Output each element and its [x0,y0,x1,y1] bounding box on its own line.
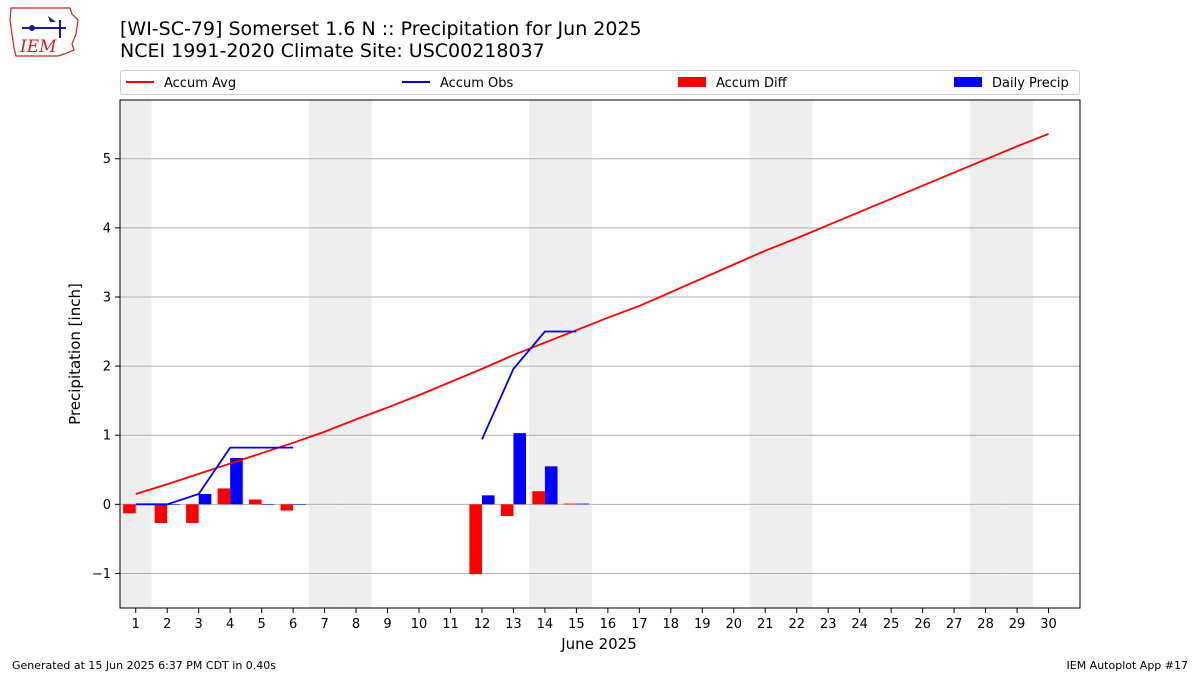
legend: Accum Avg Accum Obs Accum Diff Daily Pre… [120,70,1080,95]
x-tick-label-12: 12 [474,617,491,632]
bar-daily-precip-day-15 [576,503,589,505]
line-accum-obs-segment-1 [135,446,294,506]
bar-daily-precip-day-3 [198,493,212,505]
x-tick-label-9: 9 [383,617,391,632]
bar-accum-diff-day-3 [186,504,199,523]
bar-daily-precip-day-4 [230,458,243,505]
x-tick-label-3: 3 [195,617,203,632]
x-tick-label-27: 27 [946,617,963,632]
legend-swatch-accum-diff [678,77,706,87]
x-tick-label-8: 8 [352,617,360,632]
x-tick-label-7: 7 [320,617,328,632]
x-tick-label-5: 5 [257,617,265,632]
iem-logo: IEM [9,7,79,57]
weekend-band-day-7 [308,100,341,608]
legend-label-accum-obs: Accum Obs [440,76,513,91]
x-tick-label-1: 1 [132,617,140,632]
x-tick-label-15: 15 [568,617,585,632]
x-tick-label-17: 17 [631,617,648,632]
weekend-band-day-21 [749,100,781,608]
line-accum-obs-segment-2 [481,330,577,440]
bar-accum-diff-day-14 [532,491,545,505]
x-tick-label-20: 20 [725,617,742,632]
chart-title: [WI-SC-79] Somerset 1.6 N :: Precipitati… [120,18,642,40]
weekend-band-day-1 [120,100,152,608]
x-tick-label-23: 23 [820,617,837,632]
weekend-band-day-22 [780,100,813,608]
x-tick-label-4: 4 [226,617,234,632]
x-tick-label-19: 19 [694,617,711,632]
x-tick-label-16: 16 [600,617,617,632]
x-axis-label: June 2025 [560,635,637,653]
bar-accum-diff-day-12 [469,504,482,575]
bar-daily-precip-day-5 [261,504,275,505]
legend-label-accum-diff: Accum Diff [716,76,788,91]
x-tick-label-14: 14 [537,617,554,632]
weekend-band-day-28 [969,100,1002,608]
x-tick-label-11: 11 [442,617,459,632]
y-axis-label: Precipitation [inch] [66,283,84,425]
logo-text: IEM [19,37,57,57]
y-tick-label--1: −1 [92,567,111,582]
x-tick-label-28: 28 [977,617,994,632]
weekend-band-day-15 [560,100,593,608]
plot-frame [119,99,1081,609]
x-tick-label-18: 18 [663,617,680,632]
footer-app-text: IEM Autoplot App #17 [1067,659,1189,672]
bar-accum-diff-day-4 [217,488,231,505]
legend-label-daily-precip: Daily Precip [992,76,1069,91]
bar-daily-precip-day-6 [293,504,306,505]
x-tick-label-25: 25 [883,617,900,632]
y-tick-label-4: 4 [103,221,111,236]
x-tick-label-22: 22 [788,617,805,632]
x-tick-label-13: 13 [505,617,522,632]
y-tick-label-2: 2 [103,360,111,375]
y-tick-label-1: 1 [103,429,111,444]
legend-label-accum-avg: Accum Avg [164,76,236,91]
weekend-band-day-14 [529,100,561,608]
bar-accum-diff-day-1 [123,504,136,514]
line-accum-avg [135,133,1049,495]
chart-subtitle: NCEI 1991-2020 Climate Site: USC00218037 [120,40,545,62]
bar-accum-diff-day-6 [280,504,294,511]
y-tick-label-3: 3 [103,290,111,305]
x-tick-label-29: 29 [1009,617,1026,632]
bar-daily-precip-day-13 [513,433,527,505]
bar-accum-diff-day-15 [563,503,577,505]
legend-box [120,70,1080,95]
x-tick-label-24: 24 [851,617,868,632]
bar-daily-precip-day-12 [481,495,495,505]
bar-accum-diff-day-13 [500,504,514,517]
weekend-band-day-29 [1001,100,1033,608]
weekend-band-day-8 [340,100,372,608]
y-tick-label-5: 5 [103,152,111,167]
x-tick-label-2: 2 [163,617,171,632]
bar-accum-diff-day-5 [249,499,262,505]
x-tick-label-30: 30 [1040,617,1057,632]
legend-swatch-daily-precip [954,77,982,87]
footer-generated-text: Generated at 15 Jun 2025 6:37 PM CDT in … [12,659,276,672]
x-tick-label-26: 26 [914,617,931,632]
y-tick-label-0: 0 [103,498,111,513]
bar-daily-precip-day-14 [544,466,558,505]
bar-accum-diff-day-2 [154,504,168,523]
x-tick-label-10: 10 [411,617,428,632]
x-tick-label-21: 21 [757,617,774,632]
bar-daily-precip-day-2 [167,504,180,505]
x-tick-label-6: 6 [289,617,297,632]
